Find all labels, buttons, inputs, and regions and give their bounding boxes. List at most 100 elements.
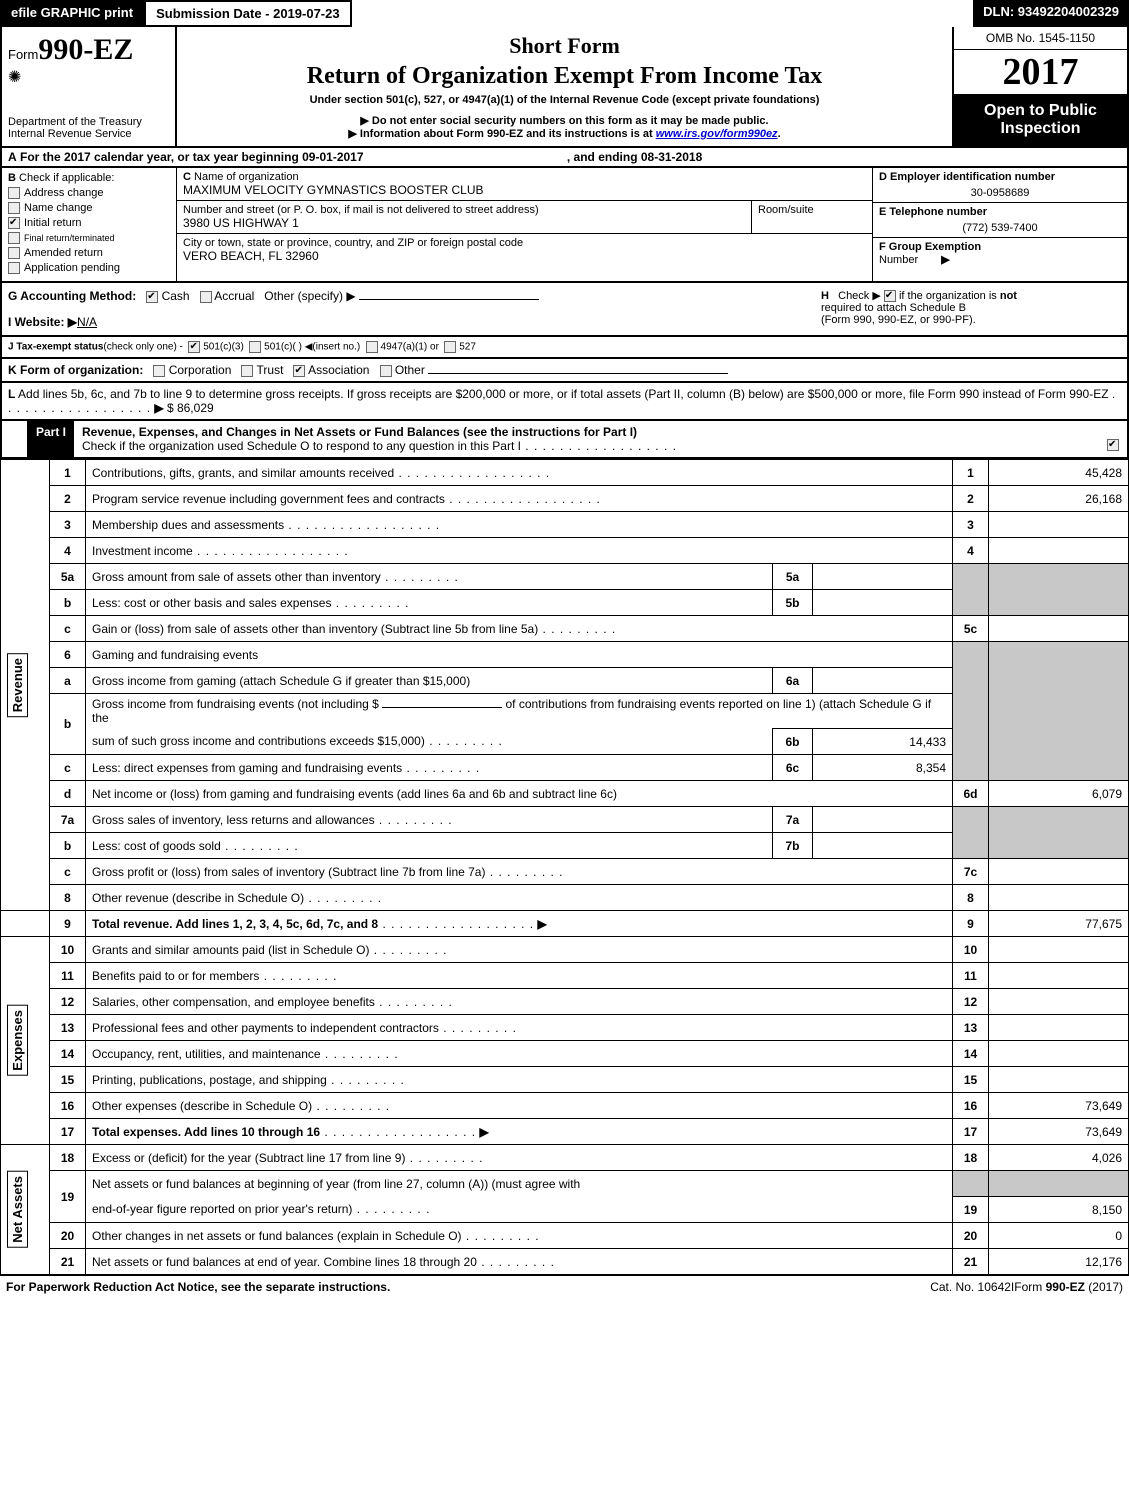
d-label: D Employer identification number bbox=[879, 171, 1055, 183]
l16-desc: Other expenses (describe in Schedule O) bbox=[92, 1099, 312, 1113]
l5c-num: c bbox=[50, 616, 86, 642]
l6b-desc3: sum of such gross income and contributio… bbox=[92, 734, 425, 748]
section-bcdef: B Check if applicable: Address change Na… bbox=[0, 168, 1129, 283]
l6d-desc: Net income or (loss) from gaming and fun… bbox=[92, 787, 617, 801]
l18-ln: 18 bbox=[953, 1145, 989, 1171]
form-prefix: Form bbox=[8, 47, 38, 62]
header-center: Short Form Return of Organization Exempt… bbox=[177, 27, 952, 146]
l3-num: 3 bbox=[50, 512, 86, 538]
checkbox-501c[interactable] bbox=[249, 341, 261, 353]
checkbox-trust[interactable] bbox=[241, 365, 253, 377]
f-label2: Number bbox=[879, 254, 918, 266]
l5a-sv bbox=[813, 564, 953, 590]
section-j: J Tax-exempt status(check only one) - 50… bbox=[0, 337, 1129, 359]
checkbox-527[interactable] bbox=[444, 341, 456, 353]
part1-label: Part I bbox=[28, 421, 74, 457]
part1-title: Revenue, Expenses, and Changes in Net As… bbox=[82, 425, 637, 439]
checkbox-501c3[interactable] bbox=[188, 341, 200, 353]
l9-num: 9 bbox=[50, 911, 86, 937]
section-k: K Form of organization: Corporation Trus… bbox=[0, 359, 1129, 383]
g-other: Other (specify) ▶ bbox=[264, 289, 355, 303]
l16-val: 73,649 bbox=[989, 1093, 1129, 1119]
l20-desc: Other changes in net assets or fund bala… bbox=[92, 1229, 462, 1243]
org-city: VERO BEACH, FL 32960 bbox=[183, 249, 866, 263]
b-o1: Address change bbox=[24, 187, 104, 199]
checkbox-cash[interactable] bbox=[146, 291, 158, 303]
l11-val bbox=[989, 963, 1129, 989]
open-line1: Open to Public bbox=[962, 102, 1119, 120]
l19-desc1: Net assets or fund balances at beginning… bbox=[92, 1177, 580, 1191]
l13-num: 13 bbox=[50, 1015, 86, 1041]
org-name: MAXIMUM VELOCITY GYMNASTICS BOOSTER CLUB bbox=[183, 183, 866, 197]
form-number: 990-EZ bbox=[38, 33, 133, 66]
short-form-title: Short Form bbox=[187, 33, 942, 59]
k-o3: Association bbox=[308, 363, 369, 377]
info-notice-text: ▶ Information about Form 990-EZ and its … bbox=[348, 128, 655, 140]
irs-link[interactable]: www.irs.gov/form990ez bbox=[656, 128, 778, 140]
h-label: H bbox=[821, 290, 829, 302]
label-a: A bbox=[8, 150, 17, 164]
part1-check-text: Check if the organization used Schedule … bbox=[82, 439, 521, 453]
checkbox-other[interactable] bbox=[380, 365, 392, 377]
checkbox-part1[interactable] bbox=[1107, 439, 1119, 451]
l7a-num: 7a bbox=[50, 807, 86, 833]
l2-desc: Program service revenue including govern… bbox=[92, 492, 445, 506]
l5b-sn: 5b bbox=[773, 590, 813, 616]
l8-val bbox=[989, 885, 1129, 911]
checkbox-address-change[interactable] bbox=[8, 187, 20, 199]
checkbox-amended[interactable] bbox=[8, 247, 20, 259]
l6-desc: Gaming and fundraising events bbox=[92, 648, 258, 662]
org-street: 3980 US HIGHWAY 1 bbox=[183, 216, 745, 230]
tax-year: 2017 bbox=[954, 50, 1127, 94]
main-title: Return of Organization Exempt From Incom… bbox=[187, 63, 942, 90]
l5a-desc: Gross amount from sale of assets other t… bbox=[92, 570, 381, 584]
checkbox-4947[interactable] bbox=[366, 341, 378, 353]
l7b-sv bbox=[813, 833, 953, 859]
l6d-ln: 6d bbox=[953, 781, 989, 807]
l17-num: 17 bbox=[50, 1119, 86, 1145]
l20-num: 20 bbox=[50, 1223, 86, 1249]
l7c-ln: 7c bbox=[953, 859, 989, 885]
checkbox-association[interactable] bbox=[293, 365, 305, 377]
h-text3: not bbox=[1000, 290, 1017, 302]
l21-val: 12,176 bbox=[989, 1249, 1129, 1275]
l20-ln: 20 bbox=[953, 1223, 989, 1249]
checkbox-initial-return[interactable] bbox=[8, 217, 20, 229]
l6b-num: b bbox=[50, 694, 86, 755]
l12-val bbox=[989, 989, 1129, 1015]
checkbox-final-return[interactable] bbox=[8, 232, 20, 244]
l17-val: 73,649 bbox=[989, 1119, 1129, 1145]
checkbox-h[interactable] bbox=[884, 290, 896, 302]
lines-table: Revenue 1 Contributions, gifts, grants, … bbox=[0, 459, 1129, 1275]
footer-right-form: 990-EZ bbox=[1046, 1280, 1085, 1294]
checkbox-application-pending[interactable] bbox=[8, 262, 20, 274]
l16-ln: 16 bbox=[953, 1093, 989, 1119]
open-line2: Inspection bbox=[962, 120, 1119, 138]
l14-ln: 14 bbox=[953, 1041, 989, 1067]
l6b-desc1: Gross income from fundraising events (no… bbox=[92, 697, 379, 711]
l21-ln: 21 bbox=[953, 1249, 989, 1275]
j-o3: 4947(a)(1) or bbox=[381, 342, 439, 353]
b-o2: Name change bbox=[24, 202, 93, 214]
checkbox-name-change[interactable] bbox=[8, 202, 20, 214]
footer-right-post: (2017) bbox=[1085, 1280, 1123, 1294]
checkbox-accrual[interactable] bbox=[200, 291, 212, 303]
section-a: A For the 2017 calendar year, or tax yea… bbox=[0, 148, 1129, 168]
efile-print-button[interactable]: efile GRAPHIC print bbox=[0, 0, 144, 27]
l5c-desc: Gain or (loss) from sale of assets other… bbox=[92, 622, 538, 636]
checkbox-corporation[interactable] bbox=[153, 365, 165, 377]
l13-val bbox=[989, 1015, 1129, 1041]
i-label: I Website: ▶ bbox=[8, 315, 77, 329]
l11-desc: Benefits paid to or for members bbox=[92, 969, 259, 983]
j-o4: 527 bbox=[459, 342, 476, 353]
l4-val bbox=[989, 538, 1129, 564]
j-o1: 501(c)(3) bbox=[203, 342, 244, 353]
l6c-desc: Less: direct expenses from gaming and fu… bbox=[92, 761, 402, 775]
l7a-sv bbox=[813, 807, 953, 833]
l1-ln: 1 bbox=[953, 460, 989, 486]
l8-desc: Other revenue (describe in Schedule O) bbox=[92, 891, 304, 905]
submission-date: Submission Date - 2019-07-23 bbox=[144, 0, 352, 27]
l2-ln: 2 bbox=[953, 486, 989, 512]
l10-desc: Grants and similar amounts paid (list in… bbox=[92, 943, 369, 957]
l1-num: 1 bbox=[50, 460, 86, 486]
